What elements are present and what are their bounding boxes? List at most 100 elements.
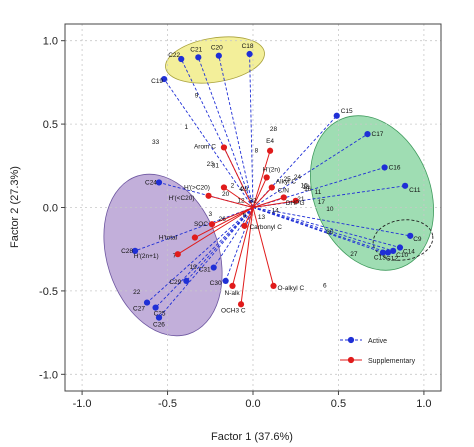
supplementary-point-label: O-alkyl C xyxy=(278,285,305,292)
x-tick-label: -0.5 xyxy=(158,398,177,410)
active-vector xyxy=(163,78,254,208)
supplementary-point xyxy=(220,184,228,191)
active-vector xyxy=(213,207,254,268)
observation-label: 5 xyxy=(243,213,247,220)
active-point-label: C14 xyxy=(403,249,415,256)
active-point xyxy=(364,131,371,138)
active-point xyxy=(402,182,409,189)
active-point xyxy=(195,54,202,61)
supplementary-point xyxy=(280,194,287,201)
supplementary-point-label: N-alk xyxy=(224,290,240,297)
active-vector xyxy=(225,207,254,282)
active-point-label: C10 xyxy=(396,252,408,259)
supplementary-vector xyxy=(252,200,296,208)
active-point xyxy=(178,55,185,63)
active-point-label: C16 xyxy=(389,164,401,171)
active-point-label: C29 xyxy=(169,279,181,286)
supplementary-vector xyxy=(211,207,254,225)
legend-swatch-marker xyxy=(347,336,355,344)
group-ellipse-green xyxy=(310,115,434,271)
active-vector xyxy=(218,55,254,208)
y-tick-label: -0.5 xyxy=(39,286,58,298)
group-ellipse-purple xyxy=(103,173,223,337)
active-point-label: C31 xyxy=(199,267,211,274)
active-point-label: C24 xyxy=(145,179,157,186)
active-point-label: C26 xyxy=(153,322,165,329)
active-point-label: C27 xyxy=(133,306,145,313)
observation-label: 15 xyxy=(301,182,309,189)
active-point xyxy=(183,277,190,284)
supplementary-vector xyxy=(252,207,274,287)
x-tick-label: -1.0 xyxy=(73,398,92,410)
active-vector xyxy=(252,207,389,253)
supplementary-point xyxy=(292,197,299,204)
active-point-label: C30 xyxy=(210,280,222,287)
observation-label: 28 xyxy=(270,126,278,133)
supplementary-vector xyxy=(208,195,254,208)
legend-label: Active xyxy=(368,338,387,345)
supplementary-vector xyxy=(240,207,254,305)
supplementary-point-label: DHPG xyxy=(286,200,305,207)
active-vector xyxy=(186,207,254,282)
supplementary-point xyxy=(263,174,270,181)
observation-label: 18 xyxy=(302,184,310,191)
supplementary-point xyxy=(205,192,212,199)
legend: Active Supplementary xyxy=(340,336,416,365)
observation-layer: 1234567891011121314151617181920212223242… xyxy=(133,92,358,296)
observation-label: 31 xyxy=(212,162,220,169)
active-vector xyxy=(146,207,254,303)
supplementary-point xyxy=(174,251,181,258)
supplementary-vector xyxy=(244,207,254,227)
active-point xyxy=(246,50,253,58)
supplementary-point xyxy=(237,301,245,308)
observation-label: 14 xyxy=(272,208,280,215)
supplementary-point-label: H'total xyxy=(159,235,178,242)
y-tick-label: -1.0 xyxy=(39,369,58,381)
grid-layer xyxy=(65,24,441,391)
observation-label: 6 xyxy=(323,283,327,290)
active-point-label: C17 xyxy=(372,131,384,138)
supplementary-point-label: H'(2n) xyxy=(263,166,281,173)
active-point-label: C25 xyxy=(154,311,166,318)
observation-label: 17 xyxy=(318,199,326,206)
x-tick-label: 1.0 xyxy=(416,398,431,410)
supplementary-vector xyxy=(177,207,254,255)
y-tick-label: 0.0 xyxy=(43,203,58,215)
supplementary-point xyxy=(266,147,274,154)
ticks-layer: -1.0 -0.5 0.0 0.5 1.0 1.0 0.5 0.0 -0.5 -1.0 xyxy=(39,36,432,410)
active-point-label: C22 xyxy=(168,52,180,59)
ellipse-layer xyxy=(103,36,434,337)
active-point xyxy=(152,304,159,311)
active-point xyxy=(161,75,168,83)
observation-label: 26 xyxy=(219,216,227,223)
active-point-label: C11 xyxy=(409,187,421,194)
group-ellipse-yellow xyxy=(165,36,265,84)
supplementary-vector xyxy=(252,197,284,208)
active-point xyxy=(143,299,151,306)
observation-label: 29 xyxy=(241,186,249,193)
active-vector xyxy=(252,207,411,237)
supplementary-point-label: Arom C xyxy=(194,143,216,150)
active-point xyxy=(155,179,163,186)
supplementary-point xyxy=(191,234,198,241)
active-point-label: C20 xyxy=(211,45,223,52)
active-vector xyxy=(249,54,254,208)
active-vector xyxy=(134,207,254,252)
active-point-label: C18 xyxy=(242,43,254,50)
active-point-label: C21 xyxy=(190,46,202,53)
active-point-label: C19 xyxy=(151,78,163,85)
supplementary-point-label: C/N xyxy=(278,187,290,194)
supplementary-vector xyxy=(232,207,254,287)
observation-label: 11 xyxy=(315,189,322,196)
supplementary-point-label: H'(>C20) xyxy=(184,184,210,191)
cluster-ellipse-dashed xyxy=(372,219,434,261)
supplementary-vector xyxy=(223,187,254,208)
supplementary-point xyxy=(268,184,275,191)
active-vector xyxy=(252,207,401,248)
active-point-label: C15 xyxy=(341,108,353,115)
supplementary-point xyxy=(241,222,248,229)
legend-swatch-marker xyxy=(347,356,355,364)
observation-label: 12 xyxy=(237,197,245,204)
